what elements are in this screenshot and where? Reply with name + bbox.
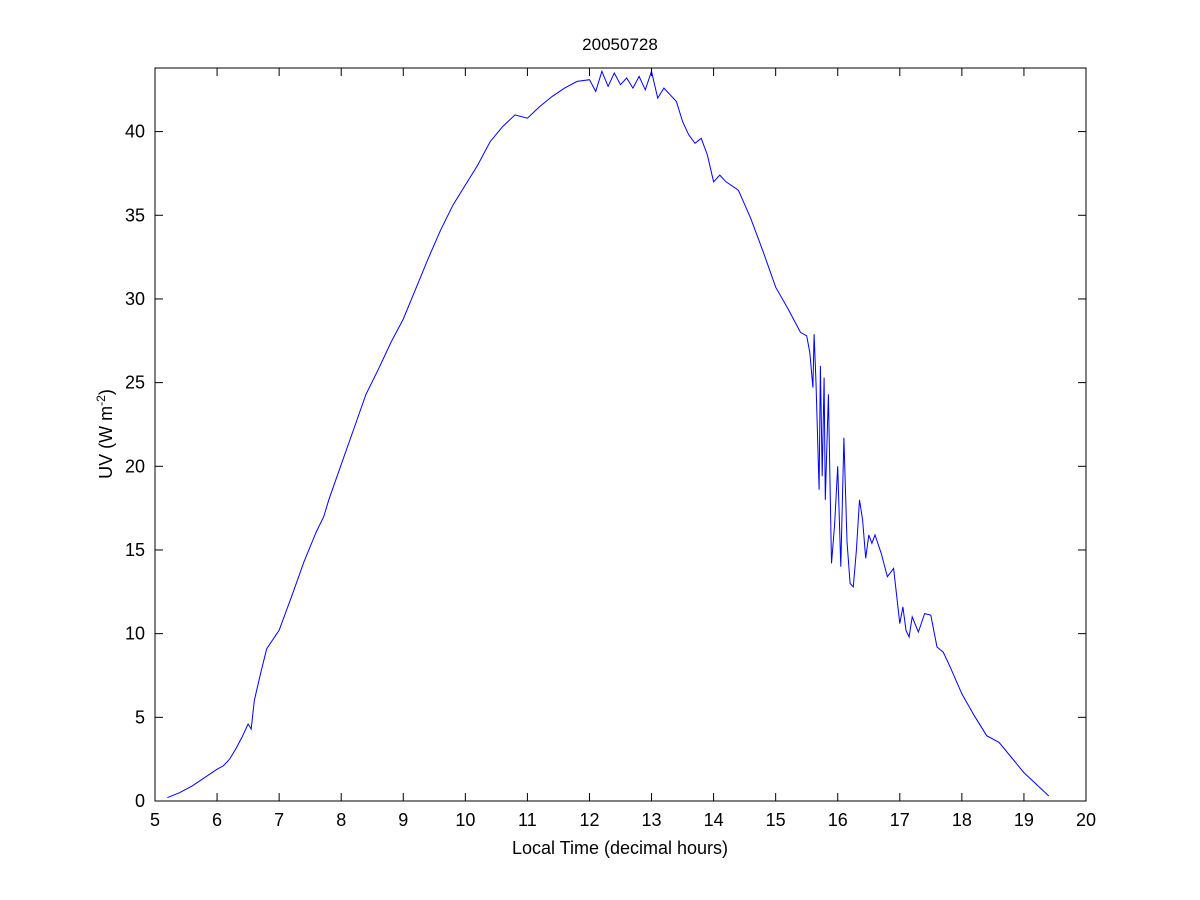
chart-title: 20050728 <box>582 35 658 54</box>
x-tick-label: 16 <box>828 810 848 830</box>
y-tick-label: 20 <box>125 456 145 476</box>
x-axis-label: Local Time (decimal hours) <box>512 838 728 858</box>
y-tick-label: 15 <box>125 540 145 560</box>
x-tick-label: 12 <box>579 810 599 830</box>
x-tick-label: 13 <box>642 810 662 830</box>
x-tick-label: 7 <box>274 810 284 830</box>
y-axis-label: UV (W m-2) <box>94 389 116 479</box>
plot-area <box>154 67 1087 802</box>
y-tick-label: 10 <box>125 624 145 644</box>
y-axis-label-exponent: -2 <box>94 395 108 406</box>
x-tick-label: 5 <box>150 810 160 830</box>
y-tick-label: 40 <box>125 122 145 142</box>
y-tick-label: 0 <box>135 791 145 811</box>
x-tick-label: 20 <box>1076 810 1096 830</box>
x-tick-label: 6 <box>212 810 222 830</box>
y-tick-label: 35 <box>125 205 145 225</box>
uv-series-line <box>167 69 1050 799</box>
axes-frame <box>154 67 1087 802</box>
x-axis: 5 6 7 8 9 10 11 12 13 14 15 16 17 18 19 20 <box>150 68 1096 830</box>
y-axis: 0 5 10 15 20 25 30 35 40 <box>125 122 1086 811</box>
y-axis-label-main: UV (W m <box>96 406 116 479</box>
y-tick-label: 5 <box>135 707 145 727</box>
x-tick-label: 19 <box>1014 810 1034 830</box>
x-tick-label: 9 <box>398 810 408 830</box>
x-tick-label: 8 <box>336 810 346 830</box>
y-tick-label: 25 <box>125 373 145 393</box>
x-tick-label: 18 <box>952 810 972 830</box>
y-axis-label-close: ) <box>96 389 116 395</box>
x-tick-label: 11 <box>518 810 537 830</box>
x-tick-label: 14 <box>704 810 724 830</box>
x-tick-label: 17 <box>890 810 910 830</box>
y-tick-label: 30 <box>125 289 145 309</box>
x-tick-label: 10 <box>455 810 475 830</box>
x-tick-label: 15 <box>766 810 786 830</box>
